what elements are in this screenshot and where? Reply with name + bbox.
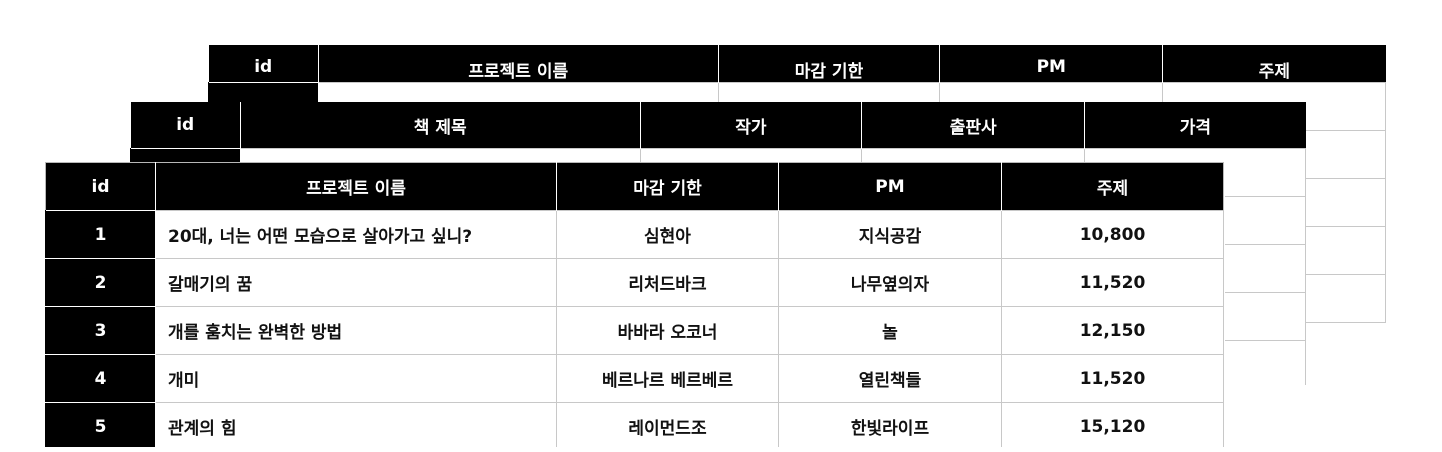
row-id-cell: 2 (45, 258, 156, 307)
back-table-header-row: id 프로젝트 이름 마감 기한 PM 주제 (208, 45, 1386, 83)
row-title-cell: 관계의 힘 (155, 402, 557, 447)
row-price-cell: 12,150 (1001, 306, 1224, 355)
row-price-cell: 15,120 (1001, 402, 1224, 447)
row-publisher-cell: 지식공감 (778, 210, 1002, 259)
row-id-cell: 3 (45, 306, 156, 355)
middle-header-book-title: 책 제목 (239, 102, 641, 149)
row-title-cell: 개를 훔치는 완벽한 방법 (155, 306, 557, 355)
front-header-topic: 주제 (1001, 162, 1224, 211)
back-header-id: id (208, 45, 319, 83)
front-header-id: id (45, 162, 156, 211)
middle-header-price: 가격 (1084, 102, 1306, 149)
table-row: 5 관계의 힘 레이먼드조 한빛라이프 15,120 (45, 402, 1224, 447)
front-table: id 프로젝트 이름 마감 기한 PM 주제 1 20대, 너는 어떤 모습으로… (45, 162, 1224, 447)
row-price-cell: 10,800 (1001, 210, 1224, 259)
middle-header-id: id (130, 102, 241, 149)
row-author-cell: 베르나르 베르베르 (556, 354, 779, 403)
middle-table-header-row: id 책 제목 작가 출판사 가격 (130, 102, 1306, 149)
row-id-cell: 1 (45, 210, 156, 259)
front-table-card: id 프로젝트 이름 마감 기한 PM 주제 1 20대, 너는 어떤 모습으로… (45, 162, 1225, 447)
back-header-project-name: 프로젝트 이름 (317, 45, 719, 83)
back-header-topic: 주제 (1162, 45, 1386, 83)
front-table-body: 1 20대, 너는 어떤 모습으로 살아가고 싶니? 심현아 지식공감 10,8… (45, 210, 1224, 447)
row-title-cell: 20대, 너는 어떤 모습으로 살아가고 싶니? (155, 210, 557, 259)
row-price-cell: 11,520 (1001, 258, 1224, 307)
table-row: 2 갈매기의 꿈 리처드바크 나무옆의자 11,520 (45, 258, 1224, 307)
middle-header-publisher: 출판사 (861, 102, 1085, 149)
row-price-cell: 11,520 (1001, 354, 1224, 403)
front-table-header-row: id 프로젝트 이름 마감 기한 PM 주제 (45, 162, 1224, 211)
middle-header-author: 작가 (639, 102, 862, 149)
back-header-deadline: 마감 기한 (717, 45, 940, 83)
row-author-cell: 리처드바크 (556, 258, 779, 307)
row-id-cell: 4 (45, 354, 156, 403)
row-publisher-cell: 열린책들 (778, 354, 1002, 403)
row-publisher-cell: 한빛라이프 (778, 402, 1002, 447)
row-publisher-cell: 나무옆의자 (778, 258, 1002, 307)
row-publisher-cell: 놀 (778, 306, 1002, 355)
table-row: 1 20대, 너는 어떤 모습으로 살아가고 싶니? 심현아 지식공감 10,8… (45, 210, 1224, 259)
row-title-cell: 갈매기의 꿈 (155, 258, 557, 307)
row-title-cell: 개미 (155, 354, 557, 403)
front-header-pm: PM (778, 162, 1002, 211)
row-id-cell: 5 (45, 402, 156, 447)
row-author-cell: 바바라 오코너 (556, 306, 779, 355)
front-header-deadline: 마감 기한 (556, 162, 779, 211)
table-row: 3 개를 훔치는 완벽한 방법 바바라 오코너 놀 12,150 (45, 306, 1224, 355)
table-row: 4 개미 베르나르 베르베르 열린책들 11,520 (45, 354, 1224, 403)
row-author-cell: 레이먼드조 (556, 402, 779, 447)
front-header-project-name: 프로젝트 이름 (155, 162, 557, 211)
back-header-pm: PM (939, 45, 1163, 83)
row-author-cell: 심현아 (556, 210, 779, 259)
